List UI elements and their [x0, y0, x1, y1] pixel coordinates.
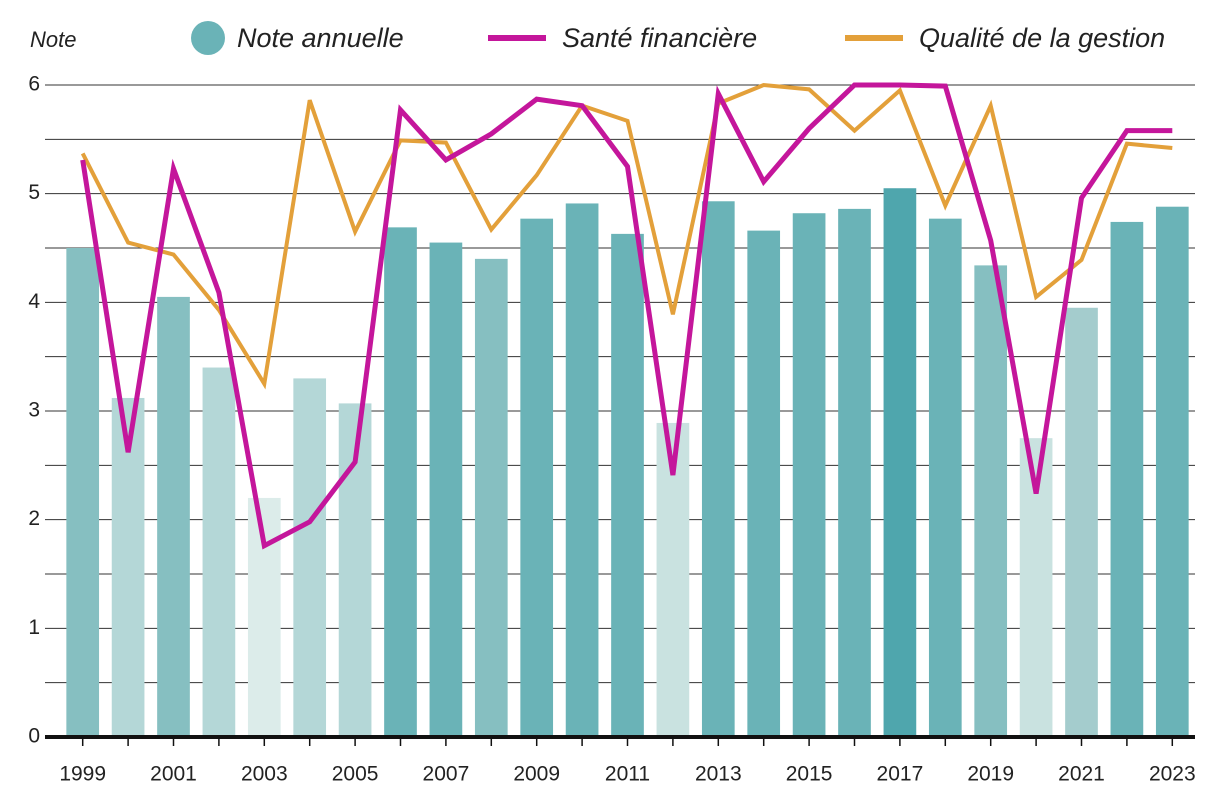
bar	[1065, 307, 1098, 737]
x-tick-label: 2021	[1058, 763, 1105, 786]
bar	[474, 258, 508, 737]
y-tick-label: 2	[28, 507, 40, 530]
x-tick-label: 1999	[59, 763, 106, 786]
bar	[520, 218, 554, 737]
bar	[565, 203, 599, 738]
y-tick-label: 4	[28, 290, 40, 313]
line	[80, 82, 1173, 550]
bar	[928, 218, 962, 737]
x-tick-label: 2005	[332, 763, 379, 786]
legend-label: Note annuelle	[237, 23, 404, 53]
bar	[701, 201, 735, 738]
bar	[1110, 221, 1144, 738]
y-tick-label: 5	[28, 181, 40, 204]
bar	[429, 242, 463, 738]
y-tick-label: 0	[28, 725, 40, 748]
x-tick-label: 2009	[513, 763, 560, 786]
legend-label: Qualité de la gestion	[919, 23, 1165, 53]
bar	[111, 397, 145, 737]
y-tick-label: 1	[28, 616, 40, 639]
y-tick-label: 3	[28, 399, 40, 422]
bar	[66, 248, 100, 737]
bar	[1155, 206, 1189, 737]
bar	[838, 208, 871, 737]
bar	[792, 213, 826, 737]
x-tick-label: 2019	[967, 763, 1014, 786]
legend-marker	[191, 21, 225, 55]
x-tick-label: 2017	[877, 763, 924, 786]
bar	[157, 296, 190, 737]
x-tick-label: 2013	[695, 763, 742, 786]
x-tick-label: 2001	[150, 763, 197, 786]
x-tick-label: 2015	[786, 763, 833, 786]
bar	[384, 227, 417, 737]
bar	[611, 233, 644, 737]
y-tick-label: 6	[28, 73, 40, 96]
x-tick-label: 2023	[1149, 763, 1196, 786]
x-tick-label: 2007	[423, 763, 470, 786]
y-axis-label: Note	[30, 27, 76, 52]
bar	[747, 230, 781, 737]
x-tick-label: 2011	[605, 763, 650, 786]
bar	[202, 367, 236, 737]
bar	[974, 265, 1008, 737]
legend-label: Santé financière	[562, 23, 757, 53]
bar	[293, 378, 327, 737]
bar	[883, 188, 917, 737]
x-tick-label: 2003	[241, 763, 288, 786]
line	[80, 82, 1173, 390]
